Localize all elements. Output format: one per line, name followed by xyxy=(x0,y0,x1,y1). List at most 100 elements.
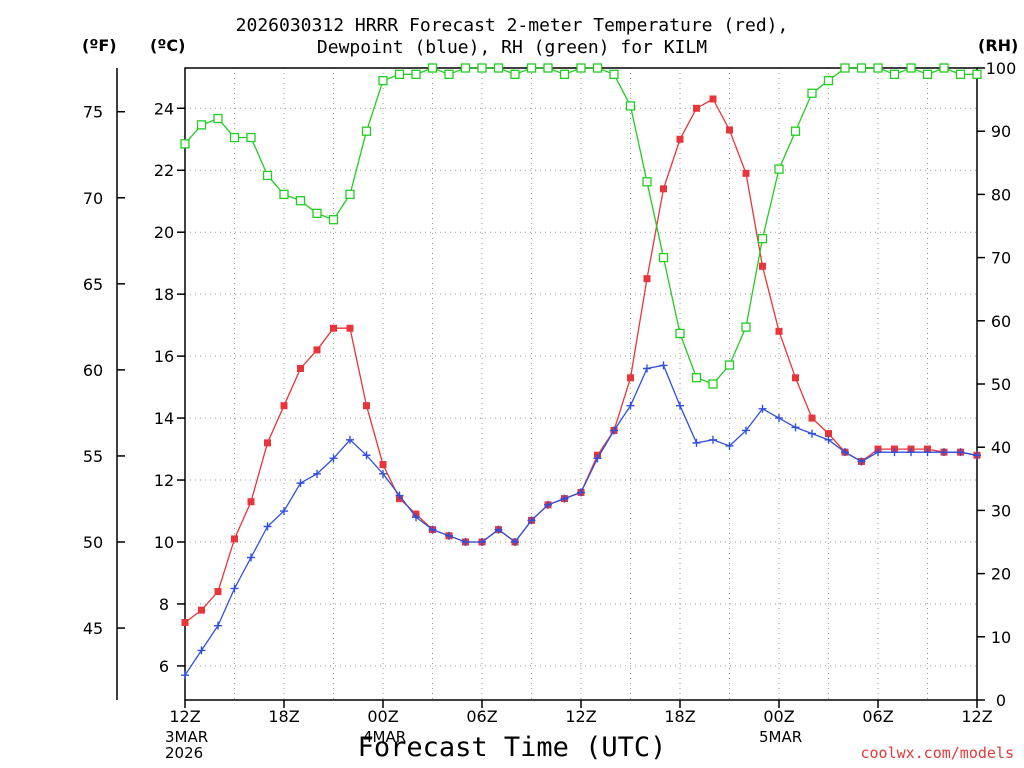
dewpoint-point xyxy=(412,513,420,522)
rh-point xyxy=(295,196,306,206)
dewpoint-point xyxy=(478,538,486,546)
credit-link[interactable]: coolwx.com/models xyxy=(860,744,1014,762)
fahrenheit-tick-label: 50 xyxy=(83,533,103,552)
rh-point xyxy=(180,139,190,149)
temperature-point xyxy=(247,498,255,506)
celsius-tick-label: 12 xyxy=(154,471,174,490)
x-date-label: 5MAR xyxy=(759,728,802,746)
dewpoint-point xyxy=(791,423,800,432)
rh-point xyxy=(873,63,883,73)
celsius-tick-label: 6 xyxy=(159,657,169,676)
x-tick-label: 12Z xyxy=(565,707,596,726)
rh-point xyxy=(724,360,735,370)
dewpoint-point xyxy=(593,454,602,463)
rh-point xyxy=(757,233,768,244)
temperature-point xyxy=(627,374,634,382)
rh-point xyxy=(543,63,553,73)
fahrenheit-tick-label: 55 xyxy=(83,447,103,466)
temperature-point xyxy=(363,402,370,410)
celsius-tick-label: 14 xyxy=(154,409,174,428)
temperature-point xyxy=(330,324,337,332)
rh-point xyxy=(328,215,339,225)
rh-point xyxy=(196,120,207,130)
dewpoint-point xyxy=(659,361,668,370)
rh-point xyxy=(279,189,289,200)
rh-tick-label: 40 xyxy=(991,438,1011,457)
dewpoint-point xyxy=(511,538,519,546)
temperature-point xyxy=(759,262,766,270)
rh-point xyxy=(972,69,982,79)
fahrenheit-tick-label: 70 xyxy=(83,189,103,208)
dewpoint-point xyxy=(725,441,734,450)
dewpoint-point xyxy=(362,451,371,460)
dewpoint-point xyxy=(841,448,849,457)
dewpoint-point xyxy=(577,488,585,497)
dewpoint-point xyxy=(940,448,948,457)
x-tick-label: 12Z xyxy=(961,707,992,726)
temperature-point xyxy=(280,402,288,410)
dewpoint-point xyxy=(379,469,387,478)
dewpoint-point xyxy=(214,621,222,630)
celsius-axis-label: (ºC) xyxy=(150,36,186,55)
rh-point xyxy=(526,63,537,73)
dewpoint-point xyxy=(560,494,569,503)
dewpoint-point xyxy=(775,414,783,423)
x-date-label: 4MAR xyxy=(363,728,406,746)
dewpoint-point xyxy=(923,448,932,457)
rh-point xyxy=(411,69,421,79)
rh-tick-label: 70 xyxy=(991,249,1011,268)
temperature-point xyxy=(214,588,222,596)
rh-point xyxy=(576,63,586,73)
temperature-point xyxy=(792,374,799,382)
dewpoint-point xyxy=(808,429,816,438)
dewpoint-point xyxy=(247,553,255,562)
chart-title-line2: Dewpoint (blue), RH (green) for KILM xyxy=(316,37,708,58)
rh-tick-label: 60 xyxy=(991,312,1011,331)
temperature-point xyxy=(379,461,387,469)
dewpoint-point xyxy=(544,500,552,509)
dewpoint-point xyxy=(692,438,701,447)
fahrenheit-tick-label: 75 xyxy=(83,103,103,122)
dewpoint-point xyxy=(395,491,404,500)
celsius-tick-label: 18 xyxy=(154,285,174,304)
rh-point xyxy=(559,69,570,79)
dewpoint-point xyxy=(907,448,915,457)
axes xyxy=(116,67,985,708)
x-tick-label: 18Z xyxy=(664,707,695,726)
grid-lines xyxy=(185,68,977,700)
temperature-point xyxy=(313,346,321,354)
rh-point xyxy=(774,164,784,174)
rh-point xyxy=(856,63,867,73)
temperature-point xyxy=(825,430,832,438)
celsius-tick-label: 24 xyxy=(154,99,174,118)
rh-axis-label: (RH) xyxy=(978,36,1019,55)
temperature-point xyxy=(198,606,205,614)
celsius-tick-label: 8 xyxy=(159,595,169,614)
rh-point xyxy=(840,63,850,73)
x-tick-label: 00Z xyxy=(763,707,794,726)
temperature-point xyxy=(709,95,717,103)
dewpoint-point xyxy=(890,448,899,457)
rh-point xyxy=(922,69,933,79)
rh-point xyxy=(427,63,438,73)
rh-point xyxy=(741,322,751,332)
rh-point xyxy=(229,132,240,143)
temperature-point xyxy=(808,414,816,422)
temperature-point xyxy=(726,126,733,134)
celsius-tick-label: 22 xyxy=(154,161,174,180)
temperature-point xyxy=(231,535,238,543)
celsius-tick-label: 20 xyxy=(154,223,174,242)
temperature-point xyxy=(346,324,354,332)
dewpoint-point xyxy=(857,457,866,466)
rh-point xyxy=(708,379,718,389)
rh-tick-label: 20 xyxy=(991,565,1011,584)
rh-point xyxy=(246,132,256,143)
rh-point xyxy=(790,126,801,136)
temperature-series xyxy=(181,95,981,627)
dewpoint-point xyxy=(346,435,354,444)
rh-point xyxy=(378,75,388,86)
rh-point xyxy=(642,177,652,187)
dewpoint-point xyxy=(445,531,453,540)
temperature-point xyxy=(775,327,783,335)
